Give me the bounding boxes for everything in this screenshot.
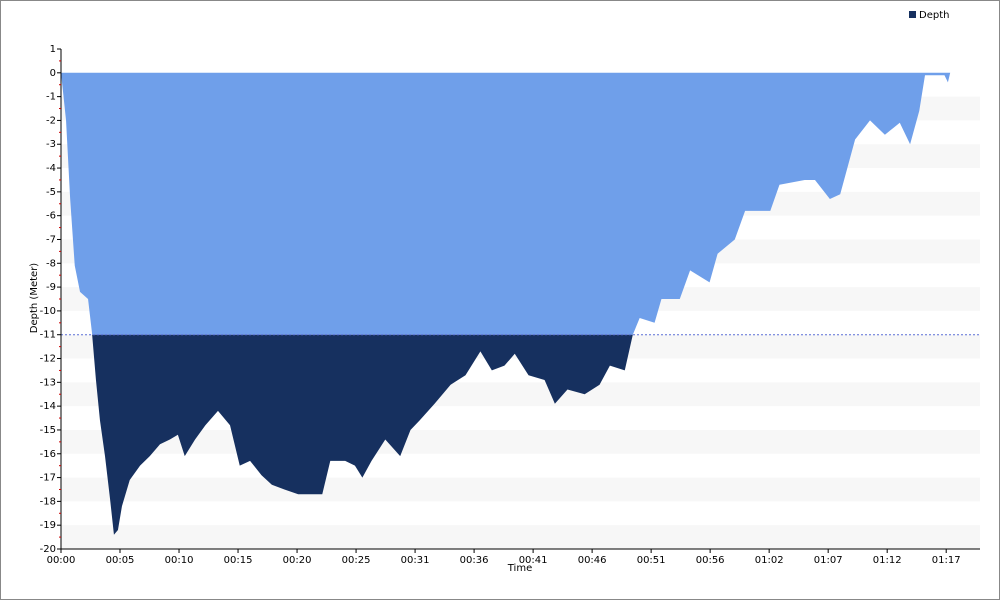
x-tick-label: 00:10 [165,555,194,566]
y-tick-label: -18 [40,496,56,507]
y-tick-label: -19 [40,520,56,531]
x-tick-label: 01:07 [814,555,843,566]
y-tick-label: -3 [46,139,56,150]
x-tick-label: 00:15 [224,555,253,566]
y-tick-label: -16 [40,449,56,460]
y-tick-label: -7 [46,234,56,245]
y-tick-label: -1 [46,92,56,103]
x-tick-label: 00:51 [637,555,666,566]
y-tick-label: 1 [50,44,56,55]
y-tick-label: -6 [46,211,56,222]
y-tick-label: -9 [46,282,56,293]
y-tick-label: -5 [46,187,56,198]
x-tick-label: 01:12 [873,555,902,566]
area-upper [61,72,951,335]
band [61,477,980,502]
y-tick-label: -2 [46,115,56,126]
legend-label: Depth [919,10,949,21]
x-axis-label: Time [507,563,532,574]
y-tick-label: -4 [46,163,56,174]
x-tick-label: 01:17 [932,555,961,566]
y-tick-label: -8 [46,258,56,269]
x-tick-label: 00:25 [342,555,371,566]
x-tick-label: 00:46 [578,555,607,566]
x-tick-label: 00:41 [519,555,548,566]
x-tick-label: 00:31 [401,555,430,566]
area-lower [92,334,633,535]
x-tick-label: 00:56 [696,555,725,566]
band [61,525,980,549]
y-tick-label: -20 [40,544,56,555]
y-tick-label: -15 [40,425,56,436]
x-tick-label: 00:05 [106,555,135,566]
y-tick-label: -17 [40,473,56,484]
y-tick-label: -10 [40,306,56,317]
y-tick-label: 0 [50,68,56,79]
y-tick-label: -13 [40,377,56,388]
x-tick-label: 01:02 [755,555,784,566]
y-tick-label: -12 [40,354,56,365]
y-axis-label: Depth (Meter) [29,263,40,334]
x-tick-label: 00:00 [47,555,76,566]
y-tick-label: -14 [40,401,56,412]
y-tick-label: -11 [40,330,56,341]
legend-swatch [909,11,916,18]
x-tick-label: 00:36 [460,555,489,566]
x-tick-label: 00:20 [283,555,312,566]
